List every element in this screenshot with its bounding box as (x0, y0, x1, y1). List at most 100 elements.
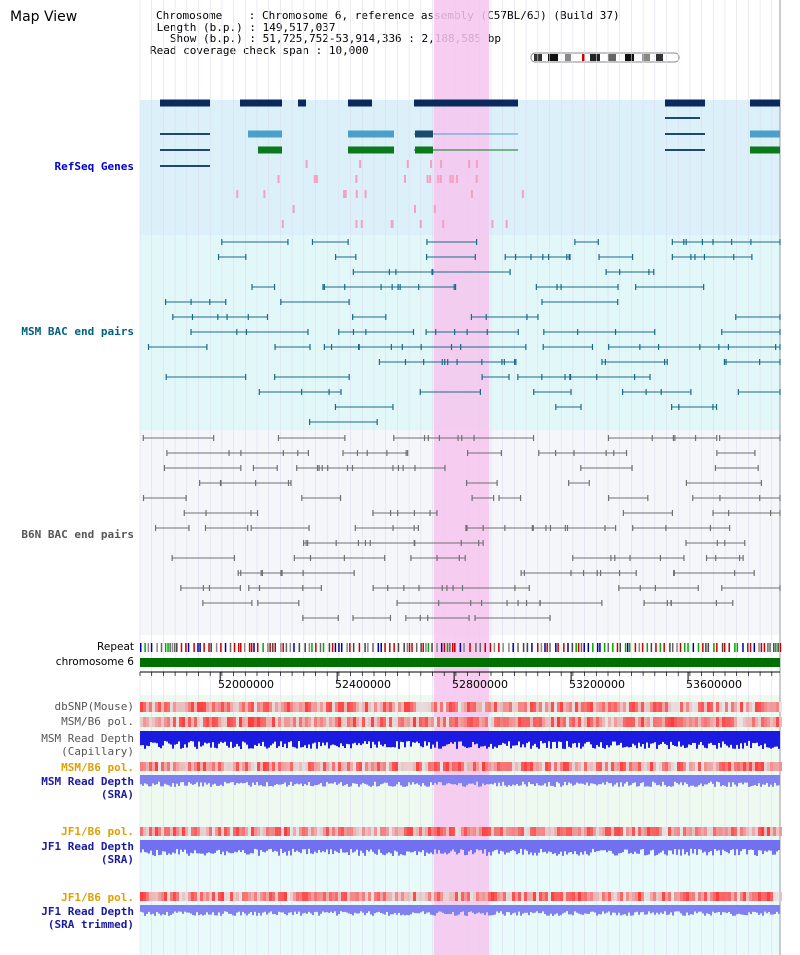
msm-b6-pol-2-heat-cell (722, 762, 725, 771)
dbsnp-heat-cell (419, 702, 422, 712)
dbsnp-heat-cell (524, 702, 527, 712)
msm-depth-sra-bar (608, 775, 610, 784)
jf1-depth-sra-bar (588, 840, 590, 856)
msm-depth-capillary-bar (252, 731, 254, 749)
msm-depth-capillary-bar (574, 731, 576, 744)
msm-depth-sra-bar (574, 775, 576, 785)
track-label-refseq[interactable]: RefSeq Genes (54, 160, 134, 173)
dbsnp-heat-cell (308, 702, 311, 712)
jf1-depth-sra-bar (542, 840, 544, 853)
jf1-depth-sra-bar (266, 840, 268, 851)
jf1-depth-sra-bar (652, 840, 654, 850)
repeat-element (367, 643, 369, 652)
jf1-b6-pol-heat-cell (260, 827, 263, 836)
msm-depth-capillary-bar (554, 731, 556, 742)
dbsnp-heat-cell (713, 702, 716, 712)
jf1-depth-sra-bar (436, 840, 438, 854)
msm-b6-pol-2-heat-cell (560, 762, 563, 771)
jf1-depth-trimmed-bar (244, 905, 246, 914)
jf1-b6-pol-2-heat-cell (149, 892, 152, 901)
msm-b6-pol-heat-cell (332, 717, 335, 727)
jf1-b6-pol-heat-cell (176, 827, 179, 836)
msm-b6-pol-heat-cell (584, 717, 587, 727)
msm-depth-sra-bar (616, 775, 618, 783)
track-label-dbsnp[interactable]: dbSNP(Mouse) (54, 700, 134, 713)
jf1-b6-pol-heat-cell (587, 827, 590, 836)
track-label-msm-b6-pol-2[interactable]: MSM/B6 pol. (61, 761, 134, 774)
msm-b6-pol-heat-cell (656, 717, 659, 727)
msm-b6-pol-heat-cell (590, 717, 593, 727)
jf1-depth-sra-bar (212, 840, 214, 854)
msm-depth-sra-bar (704, 775, 706, 785)
jf1-depth-sra-bar (700, 840, 702, 850)
jf1-depth-trimmed-bar (440, 905, 442, 912)
dbsnp-heat-cell (410, 702, 413, 712)
msm-b6-pol-2-heat-cell (506, 762, 509, 771)
track-label-jf1-b6-pol-1[interactable]: JF1/B6 pol. (61, 825, 134, 838)
track-label-jf1-depth-sra[interactable]: JF1 Read Depth (41, 840, 134, 853)
jf1-b6-pol-2-heat-cell (635, 892, 638, 901)
jf1-depth-trimmed-bar (638, 905, 640, 915)
msm-b6-pol-2-heat-cell (374, 762, 377, 771)
msm-b6-pol-heat-cell (152, 717, 155, 727)
msm-depth-capillary-bar (550, 731, 552, 749)
dbsnp-heat-cell (593, 702, 596, 712)
msm-depth-sra-bar (674, 775, 676, 782)
repeat-element (508, 643, 510, 652)
jf1-depth-sra-bar (378, 840, 380, 850)
msm-depth-capillary-bar (270, 731, 272, 746)
track-label-jf1-depth-trimmed[interactable]: JF1 Read Depth (41, 905, 134, 918)
msm-depth-sra-bar (218, 775, 220, 786)
msm-b6-pol-2-heat-cell (308, 762, 311, 771)
jf1-depth-sra-bar (586, 840, 588, 855)
msm-depth-sra-bar (474, 775, 476, 786)
msm-b6-pol-heat-cell (272, 717, 275, 727)
msm-depth-sra-bar (388, 775, 390, 786)
jf1-b6-pol-heat-cell (143, 827, 146, 836)
track-label-jf1-b6-pol-2[interactable]: JF1/B6 pol. (61, 891, 134, 904)
msm-b6-pol-heat-cell (677, 717, 680, 727)
msm-depth-sra-bar (548, 775, 550, 783)
jf1-b6-pol-2-heat-cell (209, 892, 212, 901)
track-label-msm-depth-capillary[interactable]: MSM Read Depth (41, 732, 134, 745)
refseq-gene (348, 130, 394, 138)
jf1-depth-sra-bar (232, 840, 234, 854)
dbsnp-heat-cell (761, 702, 764, 712)
jf1-depth-trimmed-bar (592, 905, 594, 912)
msm-depth-sra-bar (204, 775, 206, 783)
msm-depth-sra-bar (542, 775, 544, 786)
jf1-depth-trimmed-bar (324, 905, 326, 913)
msm-b6-pol-heat-cell (503, 717, 506, 727)
track-label-msm-depth-sra[interactable]: MSM Read Depth (41, 775, 134, 788)
jf1-depth-sra-bar (778, 840, 780, 850)
msm-depth-capillary-bar (722, 731, 724, 742)
msm-b6-pol-heat-cell (335, 717, 338, 727)
track-label-b6n-bac[interactable]: B6N BAC end pairs (21, 528, 134, 541)
track-label-msm-bac[interactable]: MSM BAC end pairs (21, 325, 134, 338)
msm-b6-pol-2-heat-cell (158, 762, 161, 771)
msm-depth-capillary-bar (476, 731, 478, 744)
msm-depth-sra-bar (148, 775, 150, 787)
track-label-msm-b6-pol-1[interactable]: MSM/B6 pol. (61, 715, 134, 728)
msm-depth-sra-bar (240, 775, 242, 783)
jf1-depth-sra-bar (770, 840, 772, 851)
msm-b6-pol-heat-cell (569, 717, 572, 727)
msm-depth-capillary-bar (258, 731, 260, 744)
msm-depth-sra-bar (660, 775, 662, 787)
track-label-chromosome[interactable]: chromosome 6 (55, 656, 134, 668)
jf1-b6-pol-2-heat-cell (347, 892, 350, 901)
jf1-depth-trimmed-bar (728, 905, 730, 913)
msm-depth-capillary-bar (448, 731, 450, 745)
msm-b6-pol-2-heat-cell (452, 762, 455, 771)
jf1-depth-trimmed-bar (676, 905, 678, 912)
jf1-depth-trimmed-bar (694, 905, 696, 912)
track-label-repeat[interactable]: Repeat (97, 641, 134, 653)
jf1-depth-sra-bar (468, 840, 470, 852)
msm-b6-pol-heat-cell (635, 717, 638, 727)
msm-b6-pol-2-heat-cell (746, 762, 749, 771)
jf1-b6-pol-heat-cell (776, 827, 779, 836)
msm-depth-sra-bar (210, 775, 212, 787)
msm-depth-sra-bar (524, 775, 526, 785)
jf1-depth-trimmed-bar (732, 905, 734, 916)
